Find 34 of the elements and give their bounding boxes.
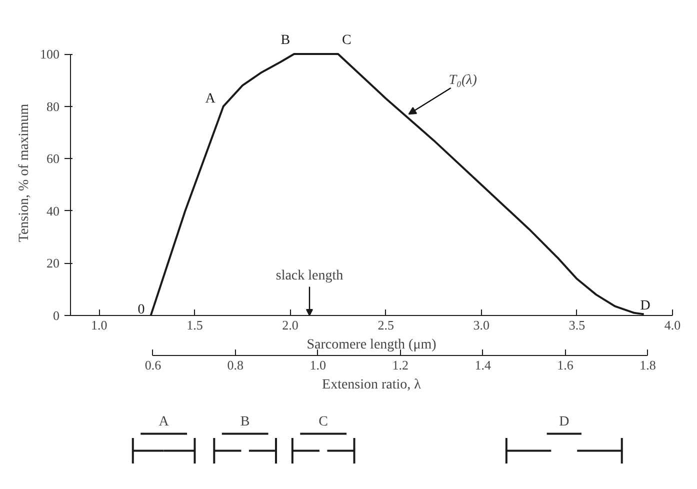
y-tick-label: 60	[46, 151, 60, 166]
annotation: T₀(λ)	[448, 73, 478, 88]
x2-tick-label: 1.2	[392, 358, 408, 372]
y-tick-label: 80	[46, 98, 60, 114]
y-tick-label: 20	[46, 256, 60, 271]
annotation: 0	[138, 302, 145, 318]
x2-tick-label: 0.6	[144, 358, 162, 372]
text: D	[559, 414, 570, 430]
y-axis-title: Tension, % of maximum	[17, 104, 32, 242]
x-tick-label: 1.0	[91, 318, 108, 332]
y-tick-label: 0	[53, 308, 60, 323]
x-tick-label: 1.5	[186, 318, 203, 332]
x-tick-label: 2.5	[378, 318, 394, 332]
x2-tick-label: 1.8	[640, 358, 656, 372]
x-tick-label: 3.0	[473, 318, 490, 332]
x2-tick-label: 1.6	[557, 358, 574, 372]
text: C	[318, 414, 328, 430]
annotation: slack length	[276, 268, 344, 284]
y-tick-label: 40	[46, 203, 60, 218]
x-tick-label: 4.0	[664, 318, 681, 332]
x2-axis-title: Extension ratio, λ	[322, 378, 422, 392]
text: A	[158, 414, 170, 430]
x2-tick-label: 1.4	[474, 358, 492, 372]
x-tick-label: 3.5	[568, 318, 586, 332]
text: B	[240, 414, 250, 430]
x2-tick-label: 1.0	[310, 358, 326, 372]
annotation: C	[342, 33, 352, 48]
x-tick-label: 2.0	[282, 318, 298, 332]
x2-tick-label: 0.8	[227, 358, 244, 372]
annotation: B	[280, 33, 290, 48]
y-tick-label: 100	[40, 46, 60, 62]
x-axis-title: Sarcomere length (μm)	[306, 338, 437, 352]
annotation: A	[205, 91, 216, 106]
annotation: D	[640, 298, 650, 314]
